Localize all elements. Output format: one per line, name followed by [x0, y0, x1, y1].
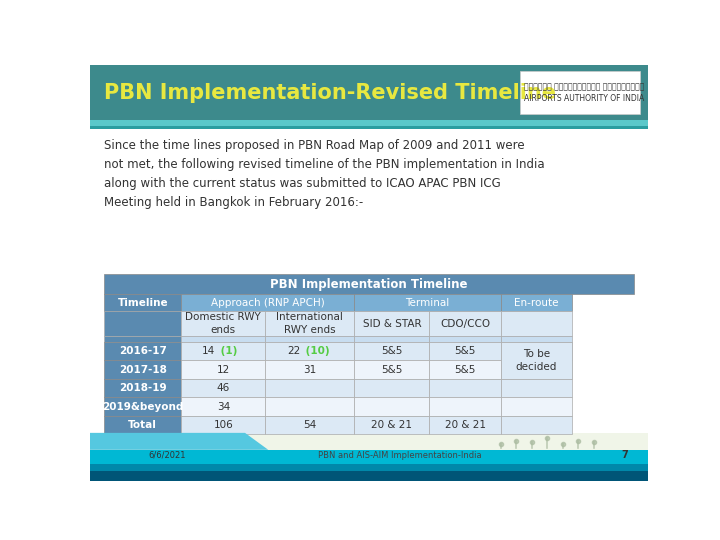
FancyBboxPatch shape: [265, 336, 354, 342]
FancyBboxPatch shape: [181, 294, 354, 311]
FancyBboxPatch shape: [354, 416, 429, 434]
FancyBboxPatch shape: [265, 311, 354, 336]
Text: Total: Total: [128, 420, 157, 430]
FancyBboxPatch shape: [500, 294, 572, 311]
Text: 6/6/2021: 6/6/2021: [149, 451, 186, 460]
Text: To be
decided: To be decided: [516, 349, 557, 372]
FancyBboxPatch shape: [104, 379, 181, 397]
Text: SID & STAR: SID & STAR: [363, 319, 421, 328]
FancyBboxPatch shape: [181, 336, 265, 342]
FancyBboxPatch shape: [90, 120, 648, 126]
FancyBboxPatch shape: [429, 379, 500, 397]
FancyBboxPatch shape: [104, 274, 634, 294]
FancyBboxPatch shape: [354, 311, 429, 336]
FancyBboxPatch shape: [90, 126, 648, 130]
FancyBboxPatch shape: [265, 342, 354, 361]
Text: 20 & 21: 20 & 21: [372, 420, 413, 430]
FancyBboxPatch shape: [90, 450, 648, 464]
FancyBboxPatch shape: [429, 336, 500, 342]
FancyBboxPatch shape: [354, 294, 500, 311]
Text: भारतीय विमानपत्तन प्राधिकरण
AIRPORTS AUTHORITY OF INDIA: भारतीय विमानपत्तन प्राधिकरण AIRPORTS AUT…: [524, 82, 644, 103]
FancyBboxPatch shape: [429, 361, 500, 379]
FancyBboxPatch shape: [265, 379, 354, 397]
Text: Since the time lines proposed in PBN Road Map of 2009 and 2011 were
not met, the: Since the time lines proposed in PBN Roa…: [104, 139, 544, 210]
Text: (1): (1): [217, 346, 238, 356]
FancyBboxPatch shape: [265, 416, 354, 434]
FancyBboxPatch shape: [429, 397, 500, 416]
FancyBboxPatch shape: [104, 416, 181, 434]
Text: CDO/CCO: CDO/CCO: [440, 319, 490, 328]
FancyBboxPatch shape: [354, 336, 429, 342]
Text: PBN Implementation Timeline: PBN Implementation Timeline: [270, 278, 468, 291]
Text: 2019&beyond: 2019&beyond: [102, 402, 184, 411]
Text: 46: 46: [217, 383, 230, 393]
Text: 14: 14: [202, 346, 215, 356]
Text: En-route: En-route: [514, 298, 559, 308]
Text: Terminal: Terminal: [405, 298, 449, 308]
Text: Timeline: Timeline: [117, 298, 168, 308]
Text: 34: 34: [217, 402, 230, 411]
FancyBboxPatch shape: [181, 361, 265, 379]
Text: 5&5: 5&5: [454, 346, 476, 356]
Text: 7: 7: [621, 450, 628, 460]
FancyBboxPatch shape: [354, 342, 429, 361]
Text: 2016-17: 2016-17: [119, 346, 166, 356]
Text: 12: 12: [217, 364, 230, 375]
Text: 22: 22: [287, 346, 300, 356]
Text: 2018-19: 2018-19: [119, 383, 166, 393]
Text: International
RWY ends: International RWY ends: [276, 312, 343, 335]
FancyBboxPatch shape: [90, 471, 648, 481]
FancyBboxPatch shape: [181, 311, 265, 336]
FancyBboxPatch shape: [500, 342, 572, 361]
Text: PBN Implementation-Revised Timeline: PBN Implementation-Revised Timeline: [104, 83, 556, 103]
Polygon shape: [90, 433, 269, 450]
FancyBboxPatch shape: [500, 379, 572, 397]
FancyBboxPatch shape: [181, 342, 265, 361]
FancyBboxPatch shape: [104, 361, 181, 379]
FancyBboxPatch shape: [181, 397, 265, 416]
FancyBboxPatch shape: [500, 336, 572, 342]
FancyBboxPatch shape: [181, 379, 265, 397]
FancyBboxPatch shape: [500, 342, 572, 379]
FancyBboxPatch shape: [354, 397, 429, 416]
FancyBboxPatch shape: [500, 311, 572, 336]
FancyBboxPatch shape: [90, 65, 648, 120]
Text: Approach (RNP APCH): Approach (RNP APCH): [211, 298, 325, 308]
Text: 5&5: 5&5: [381, 346, 402, 356]
Text: 2017-18: 2017-18: [119, 364, 166, 375]
Text: Domestic RWY
ends: Domestic RWY ends: [186, 312, 261, 335]
Text: 5&5: 5&5: [454, 364, 476, 375]
FancyBboxPatch shape: [500, 361, 572, 379]
FancyBboxPatch shape: [90, 433, 648, 450]
Text: (10): (10): [302, 346, 330, 356]
FancyBboxPatch shape: [429, 342, 500, 361]
FancyBboxPatch shape: [181, 416, 265, 434]
Text: 54: 54: [303, 420, 316, 430]
Text: 31: 31: [303, 364, 316, 375]
FancyBboxPatch shape: [104, 311, 181, 336]
FancyBboxPatch shape: [265, 397, 354, 416]
FancyBboxPatch shape: [354, 379, 429, 397]
FancyBboxPatch shape: [429, 311, 500, 336]
FancyBboxPatch shape: [429, 416, 500, 434]
FancyBboxPatch shape: [104, 397, 181, 416]
FancyBboxPatch shape: [265, 361, 354, 379]
FancyBboxPatch shape: [520, 71, 640, 114]
Text: 20 & 21: 20 & 21: [445, 420, 485, 430]
FancyBboxPatch shape: [104, 336, 181, 342]
Text: 5&5: 5&5: [381, 364, 402, 375]
FancyBboxPatch shape: [104, 294, 181, 311]
FancyBboxPatch shape: [500, 416, 572, 434]
Text: 106: 106: [213, 420, 233, 430]
FancyBboxPatch shape: [500, 397, 572, 416]
FancyBboxPatch shape: [104, 342, 181, 361]
FancyBboxPatch shape: [90, 464, 648, 471]
Text: PBN and AIS-AIM Implementation-India: PBN and AIS-AIM Implementation-India: [318, 451, 482, 460]
FancyBboxPatch shape: [354, 361, 429, 379]
